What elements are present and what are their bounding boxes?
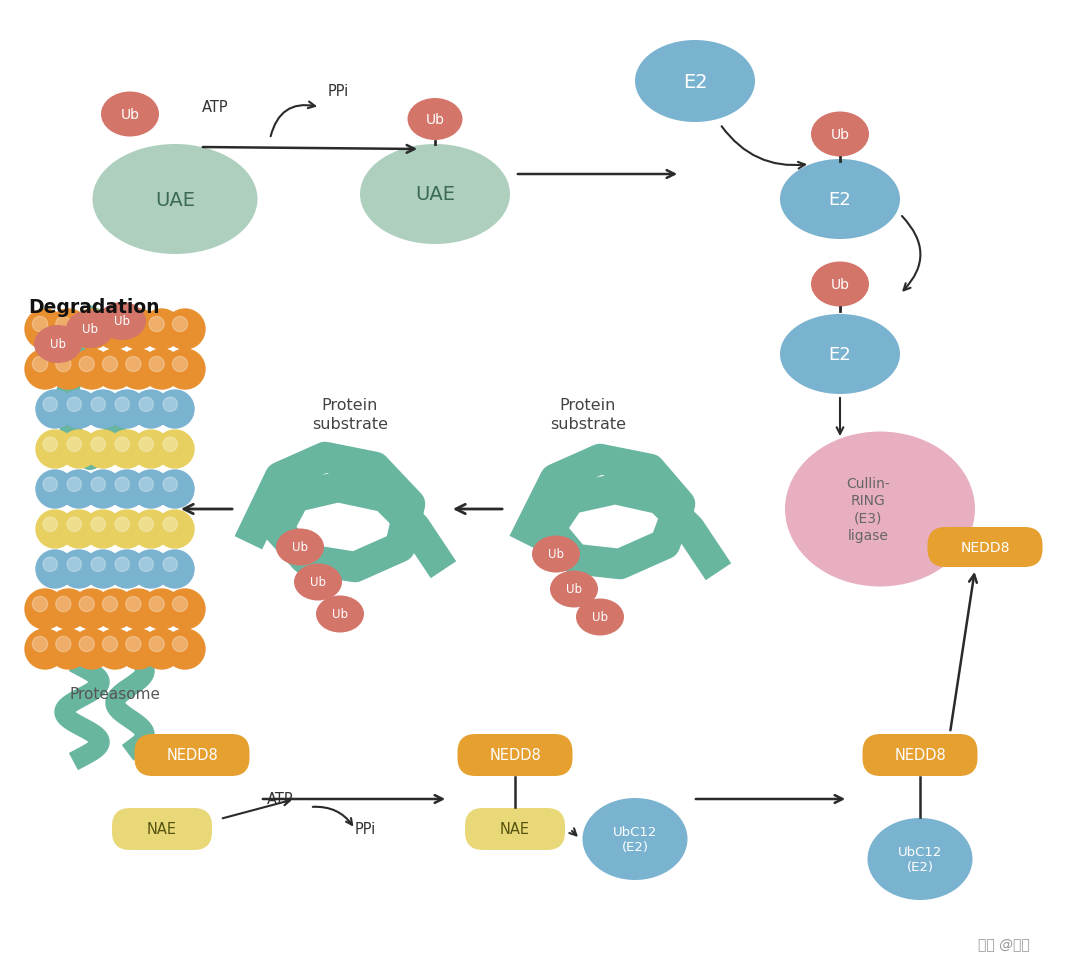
Circle shape (43, 477, 58, 492)
Circle shape (165, 350, 205, 389)
Circle shape (142, 590, 182, 630)
Circle shape (115, 557, 130, 572)
Circle shape (108, 551, 146, 589)
Circle shape (33, 597, 48, 612)
Ellipse shape (98, 302, 146, 340)
Circle shape (108, 511, 146, 549)
Circle shape (95, 590, 135, 630)
Text: Proteasome: Proteasome (70, 687, 160, 702)
Text: Protein
substrate: Protein substrate (312, 398, 388, 431)
Circle shape (103, 597, 118, 612)
Circle shape (139, 398, 154, 412)
Circle shape (72, 310, 111, 350)
Circle shape (84, 430, 122, 468)
Circle shape (91, 437, 106, 452)
Circle shape (172, 357, 188, 373)
Circle shape (84, 470, 122, 509)
Ellipse shape (867, 819, 972, 900)
Text: E2: E2 (829, 345, 851, 364)
Text: UbC12
(E2): UbC12 (E2) (613, 825, 657, 853)
Circle shape (165, 630, 205, 669)
Circle shape (115, 517, 130, 532)
Text: Degradation: Degradation (28, 298, 159, 317)
Text: Ub: Ub (50, 338, 65, 351)
Circle shape (156, 511, 194, 549)
Circle shape (118, 350, 158, 389)
Circle shape (132, 470, 170, 509)
Circle shape (36, 551, 74, 589)
Circle shape (60, 551, 98, 589)
FancyBboxPatch shape (927, 527, 1043, 567)
Circle shape (67, 398, 82, 412)
Circle shape (60, 511, 98, 549)
Ellipse shape (811, 262, 870, 307)
Text: Ub: Ub (566, 583, 582, 596)
Circle shape (25, 310, 65, 350)
Circle shape (103, 357, 118, 373)
Circle shape (60, 430, 98, 468)
Circle shape (125, 637, 141, 652)
Circle shape (163, 437, 178, 452)
Ellipse shape (276, 529, 324, 566)
Circle shape (36, 430, 74, 468)
Circle shape (56, 597, 71, 612)
FancyBboxPatch shape (134, 734, 250, 777)
Circle shape (43, 557, 58, 572)
Ellipse shape (360, 145, 509, 244)
Circle shape (163, 477, 178, 492)
Ellipse shape (583, 798, 687, 880)
Circle shape (67, 517, 82, 532)
Circle shape (156, 390, 194, 428)
Ellipse shape (780, 159, 900, 240)
Ellipse shape (635, 41, 755, 123)
Text: E2: E2 (683, 72, 707, 91)
Circle shape (132, 551, 170, 589)
Text: ATP: ATP (202, 101, 228, 115)
Circle shape (149, 597, 165, 612)
Circle shape (43, 517, 58, 532)
Circle shape (118, 630, 158, 669)
Circle shape (165, 590, 205, 630)
Circle shape (84, 390, 122, 428)
Circle shape (165, 310, 205, 350)
Circle shape (139, 517, 154, 532)
Circle shape (132, 511, 170, 549)
Circle shape (56, 317, 71, 333)
Text: Ub: Ub (592, 611, 608, 624)
Text: Ub: Ub (425, 112, 444, 127)
Text: NEDD8: NEDD8 (895, 748, 946, 763)
Ellipse shape (532, 536, 580, 573)
Circle shape (149, 357, 165, 373)
Ellipse shape (811, 112, 870, 157)
Text: E2: E2 (829, 191, 851, 208)
Circle shape (67, 557, 82, 572)
Circle shape (118, 310, 158, 350)
Circle shape (72, 630, 111, 669)
Circle shape (163, 398, 178, 412)
Text: ATP: ATP (266, 791, 293, 807)
Circle shape (91, 477, 106, 492)
Circle shape (172, 317, 188, 333)
Circle shape (132, 390, 170, 428)
Circle shape (95, 310, 135, 350)
Text: UbC12
(E2): UbC12 (E2) (898, 845, 943, 873)
Circle shape (108, 390, 146, 428)
Circle shape (67, 437, 82, 452)
Text: Ub: Ub (332, 608, 348, 621)
Circle shape (139, 477, 154, 492)
Text: Ub: Ub (548, 548, 564, 561)
Text: Cullin-
RING
(E3)
ligase: Cullin- RING (E3) ligase (847, 476, 890, 543)
Circle shape (91, 398, 106, 412)
Circle shape (72, 590, 111, 630)
Ellipse shape (65, 311, 113, 348)
Circle shape (33, 357, 48, 373)
Circle shape (48, 630, 88, 669)
Circle shape (60, 390, 98, 428)
Circle shape (67, 477, 82, 492)
Circle shape (33, 637, 48, 652)
Circle shape (156, 551, 194, 589)
Circle shape (139, 557, 154, 572)
Circle shape (142, 630, 182, 669)
Text: Ub: Ub (292, 541, 308, 554)
FancyBboxPatch shape (112, 808, 212, 850)
